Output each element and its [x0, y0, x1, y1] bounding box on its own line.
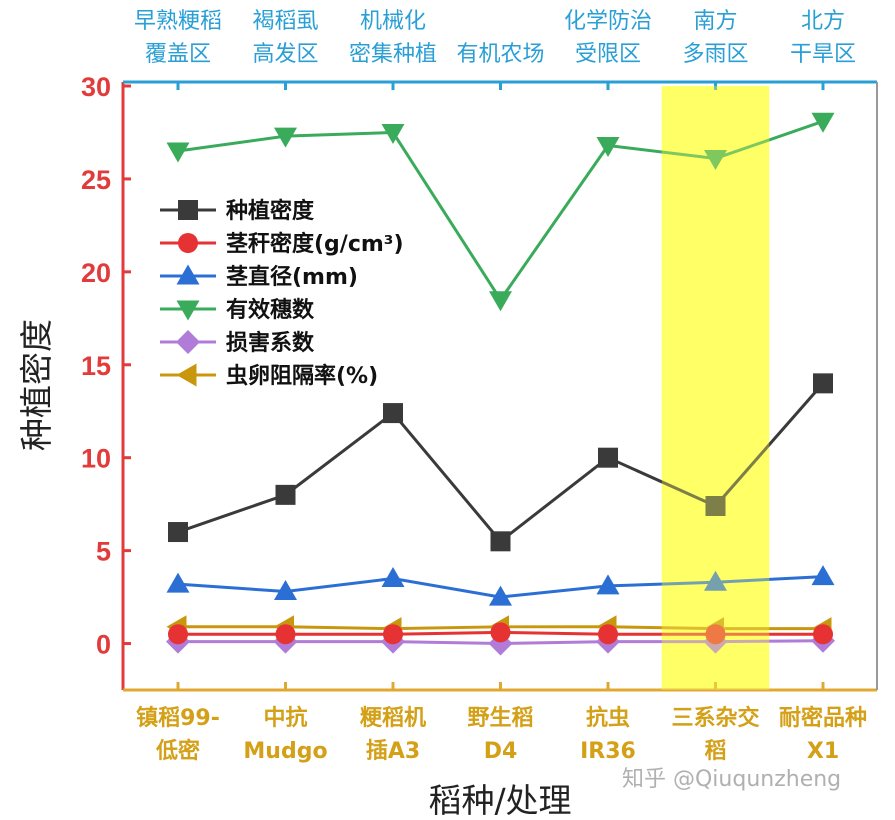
data-point	[166, 142, 190, 163]
x-tick-label-bottom: 粳稻机插A3	[360, 706, 426, 764]
series-layer	[166, 86, 835, 690]
y-tick-label: 0	[96, 630, 111, 660]
data-point	[383, 403, 403, 424]
data-point	[168, 624, 188, 645]
x-tick-label-bottom: 中抗 Mudgo	[243, 705, 327, 764]
data-point	[274, 580, 297, 601]
x-tick-label-bottom: 抗虫 IR36	[580, 705, 636, 764]
y-tick-label: 20	[81, 258, 111, 288]
y-axis-label: 种植密度	[17, 319, 56, 451]
data-point	[813, 624, 833, 645]
data-point	[275, 624, 296, 645]
x-tick-label-bottom: 三系杂交稻	[671, 705, 759, 764]
legend-label: 茎直径(mm)	[226, 264, 358, 290]
axes-layer	[121, 80, 878, 692]
data-point	[490, 531, 511, 552]
legend-marker	[176, 264, 200, 285]
legend-label: 有效穗数	[226, 297, 315, 323]
legend-marker	[176, 363, 197, 387]
legend-label: 茎秆密度(g/cm³)	[226, 231, 404, 257]
data-point	[813, 373, 833, 394]
x-tick-label-top: 北方干旱区	[790, 9, 856, 67]
data-point	[704, 570, 727, 591]
data-point	[489, 291, 512, 312]
legend-marker	[176, 300, 200, 321]
data-point	[598, 447, 618, 468]
x-tick-label-bottom: 野生稻 D4	[467, 706, 533, 764]
y-tick-label: 30	[81, 72, 111, 102]
x-tick-label-bottom: 耐密品种 X1	[779, 705, 867, 764]
data-point	[381, 566, 405, 587]
x-tick-label-bottom: 镇稻99-低密	[136, 706, 220, 764]
x-tick-label-top: 南方多雨区	[682, 9, 748, 67]
data-point	[489, 585, 512, 606]
y-tick-label: 15	[81, 351, 111, 381]
data-point	[383, 624, 403, 645]
data-point	[596, 136, 620, 157]
data-point	[598, 624, 618, 645]
data-point	[166, 572, 190, 593]
legend-label: 虫卵阻隔率(%)	[226, 363, 378, 389]
y-tick-label: 25	[81, 165, 111, 195]
legend-label: 种植密度	[226, 198, 315, 224]
x-tick-label-top: 褐稻虱高发区	[252, 9, 318, 67]
legend-label: 损害系数	[226, 330, 315, 356]
data-point	[168, 522, 188, 543]
x-axis-label: 稻种/处理	[428, 781, 571, 820]
y-tick-label: 5	[96, 537, 111, 567]
data-point	[811, 112, 835, 133]
watermark: 知乎 @Qiuqunzheng	[622, 767, 841, 792]
data-point	[275, 484, 296, 505]
x-tick-label-top: 化学防治受限区	[564, 9, 652, 67]
legend-marker	[178, 233, 198, 253]
legend-marker	[176, 330, 200, 354]
data-point	[381, 123, 405, 144]
y-tick-label: 10	[81, 444, 111, 474]
data-point	[490, 622, 511, 643]
data-point	[704, 149, 727, 170]
data-point	[811, 565, 835, 586]
data-point	[274, 127, 297, 148]
x-tick-label-top: 机械化密集种植	[349, 9, 437, 67]
legend-marker	[178, 200, 198, 220]
x-tick-label-top: 有机农场	[456, 42, 544, 67]
x-tick-label-top: 早熟粳稻覆盖区	[134, 9, 222, 67]
highlight-band-overlay	[661, 86, 770, 690]
data-point	[705, 624, 726, 645]
data-point	[705, 496, 726, 517]
data-point	[596, 574, 620, 595]
